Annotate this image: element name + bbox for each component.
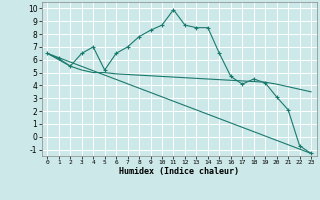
X-axis label: Humidex (Indice chaleur): Humidex (Indice chaleur): [119, 167, 239, 176]
